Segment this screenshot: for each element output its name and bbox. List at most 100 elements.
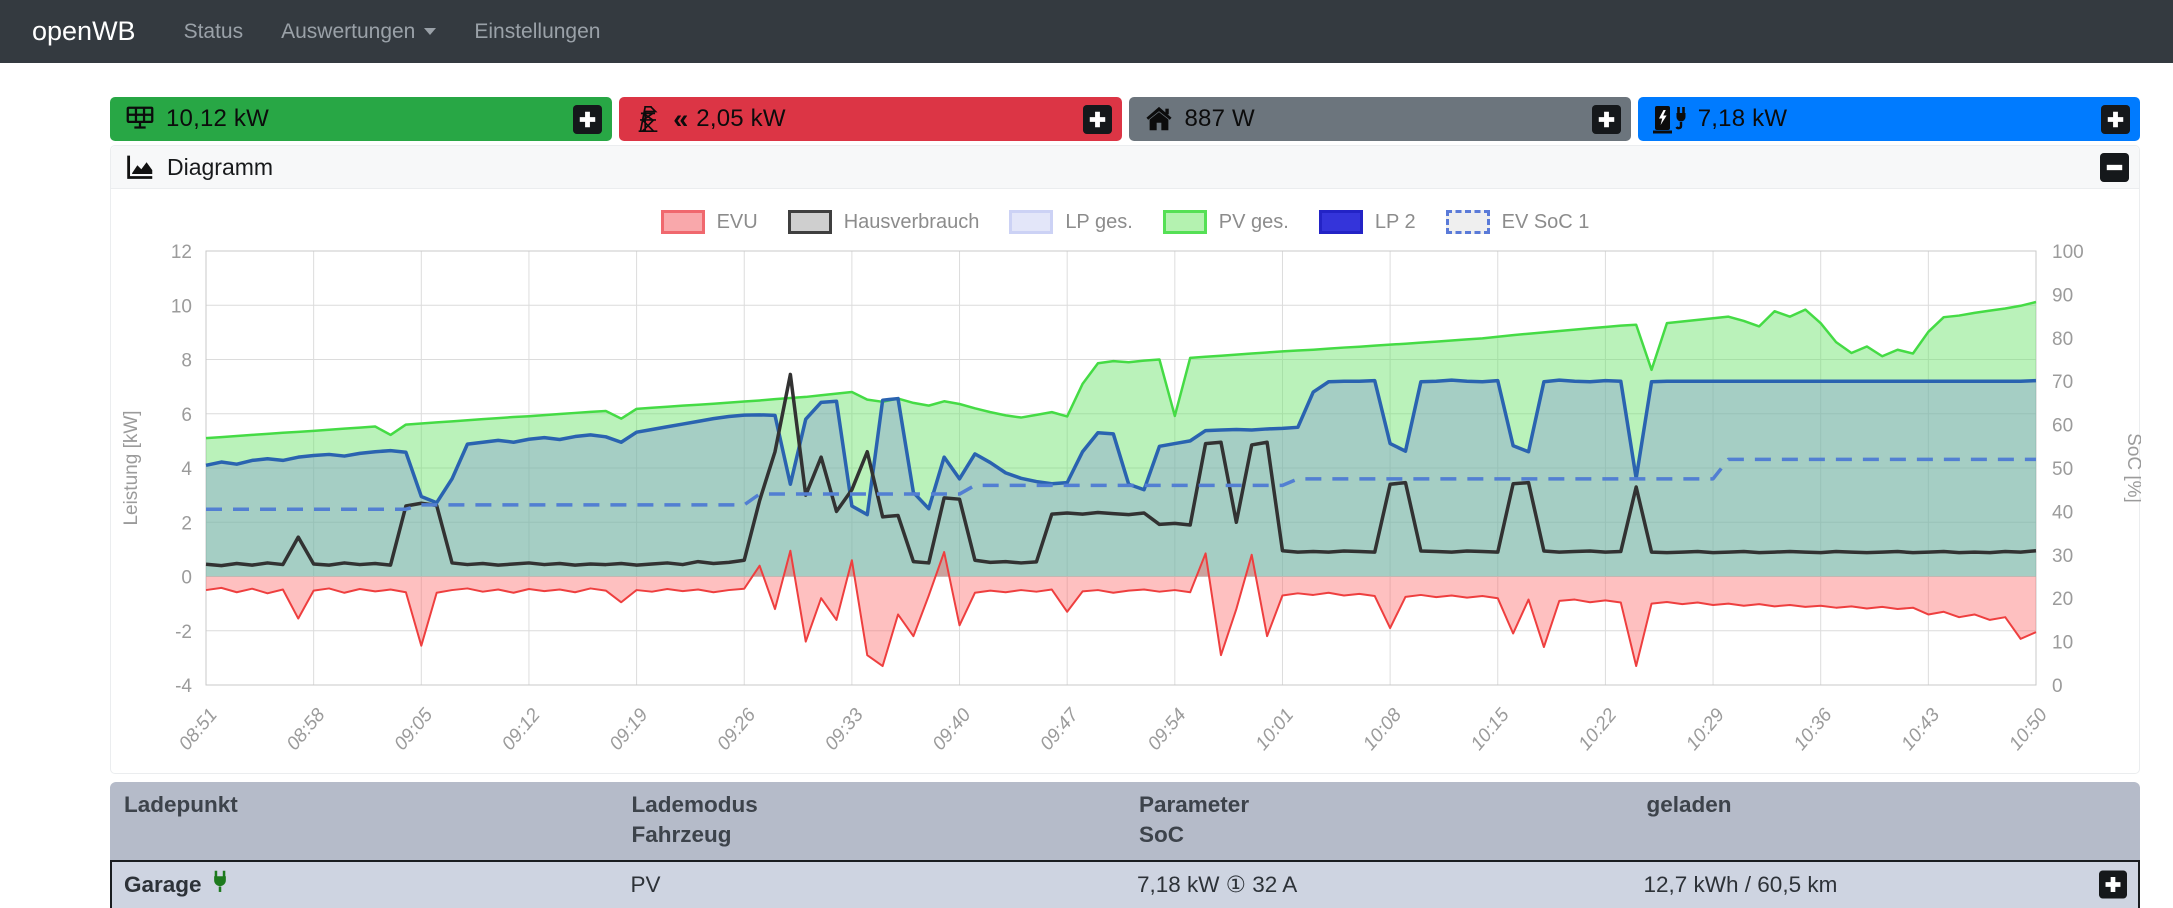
series-fill-pv-ges — [206, 301, 2036, 577]
power-chart-svg: 121086420-2-4100908070605040302010008:51… — [121, 243, 2141, 755]
x-axis-tick-label: 08:51 — [175, 705, 222, 755]
chargepoint-geladen: 12,7 kWh / 60,5 km — [1643, 872, 1838, 897]
x-axis-tick-label: 09:19 — [606, 704, 653, 754]
legend-item-lp-2[interactable]: LP 2 — [1318, 210, 1416, 234]
plus-square-icon — [2099, 870, 2127, 899]
y-axis-right-tick-label: 70 — [2052, 372, 2073, 393]
diagram-card: Diagramm EVU Hausverbrauch LP ges. PV ges. L… — [110, 145, 2141, 774]
header-fahrzeug: Fahrzeug — [631, 822, 732, 847]
header-soc: SoC — [1139, 822, 1184, 847]
plot-border — [205, 250, 2037, 686]
x-axis-tick-label: 10:36 — [1790, 704, 1837, 754]
evu-power-badge: « 2,05 kW — [619, 97, 1122, 141]
header-ladepunkt: Ladepunkt — [124, 792, 238, 817]
pv-expand-button[interactable] — [573, 104, 603, 134]
y-axis-right-title: SoC [%] — [2123, 433, 2141, 503]
legend-label: LP 2 — [1374, 210, 1416, 233]
y-axis-left-tick-label: 2 — [181, 513, 192, 534]
house-power-badge: 887 W — [1128, 97, 1631, 141]
y-axis-right-tick-label: 60 — [2052, 416, 2073, 437]
plug-icon — [210, 869, 230, 902]
brand-openwb[interactable]: openWB — [32, 16, 136, 46]
series-line-ev-soc-1 — [206, 457, 2036, 511]
x-axis-tick-label: 09:33 — [821, 704, 868, 754]
power-badges-row: 10,12 kW « 2,05 kW 887 W — [110, 97, 2140, 141]
chargepoint-name: Garage — [124, 872, 202, 897]
legend-label: Hausverbrauch — [843, 210, 980, 233]
legend-item-hausverbrauch[interactable]: Hausverbrauch — [787, 210, 980, 234]
pv-power-value: 10,12 kW — [166, 105, 269, 132]
y-axis-left-tick-label: 4 — [181, 459, 192, 480]
transmission-tower-icon — [633, 103, 663, 135]
chargepoint-row-expand-button[interactable] — [2099, 870, 2128, 900]
legend-label: PV ges. — [1218, 210, 1289, 233]
x-axis-tick-label: 10:50 — [2005, 704, 2052, 754]
y-axis-right-tick-label: 0 — [2052, 676, 2063, 697]
header-geladen: geladen — [1646, 792, 1732, 817]
header-empty — [110, 820, 618, 850]
y-axis-right-tick-label: 80 — [2052, 329, 2073, 350]
house-expand-button[interactable] — [1591, 104, 1621, 134]
legend-swatch — [787, 210, 832, 234]
x-axis-tick-label: 09:05 — [390, 704, 437, 754]
y-axis-right-tick-label: 90 — [2052, 285, 2073, 306]
y-axis-left-tick-label: 10 — [171, 296, 192, 317]
chevron-down-icon — [424, 28, 437, 35]
x-axis-tick-label: 10:22 — [1575, 704, 1622, 754]
y-axis-left-tick-label: 12 — [171, 243, 192, 263]
nav-item-auswertungen-label: Auswertungen — [281, 19, 416, 43]
x-axis-tick-label: 09:47 — [1036, 704, 1084, 755]
legend-item-lp-ges-[interactable]: LP ges. — [1009, 210, 1133, 234]
y-axis-left-tick-label: 6 — [181, 405, 192, 426]
legend-swatch — [1009, 210, 1054, 234]
nav-item-status-label: Status — [183, 19, 244, 43]
nav-item-einstellungen[interactable]: Einstellungen — [474, 20, 600, 44]
minus-square-icon — [2100, 152, 2129, 182]
diagram-title: Diagramm — [167, 153, 274, 180]
header-parameter: Parameter — [1139, 792, 1250, 817]
chargepoint-table: Ladepunkt Lademodus Parameter geladen Fa… — [110, 782, 2140, 908]
x-axis-tick-label: 10:08 — [1359, 704, 1406, 754]
x-axis-tick-label: 10:01 — [1252, 705, 1299, 755]
x-axis-tick-label: 10:29 — [1682, 704, 1729, 754]
x-axis-tick-label: 09:12 — [498, 704, 545, 754]
nav-links: Status Auswertungen Einstellungen — [184, 20, 601, 44]
legend-label: EV SoC 1 — [1501, 210, 1590, 233]
legend-label: LP ges. — [1065, 210, 1133, 233]
chargepoint-mode: PV — [630, 872, 661, 897]
y-axis-left-tick-label: -4 — [175, 676, 192, 697]
plus-square-icon — [573, 104, 603, 134]
diagram-card-header[interactable]: Diagramm — [111, 146, 2139, 189]
y-axis-left-tick-label: -2 — [175, 622, 192, 643]
legend-item-ev-soc-1[interactable]: EV SoC 1 — [1445, 210, 1590, 234]
chart-area-icon — [125, 153, 155, 181]
nav-item-auswertungen[interactable]: Auswertungen — [281, 19, 437, 44]
evu-expand-button[interactable] — [1082, 104, 1112, 134]
x-axis-tick-label: 09:40 — [929, 704, 976, 754]
pv-power-badge: 10,12 kW — [110, 97, 613, 141]
nav-item-status[interactable]: Status — [184, 20, 244, 44]
chargepoint-table-header: Ladepunkt Lademodus Parameter geladen Fa… — [110, 782, 2140, 860]
legend-item-evu[interactable]: EVU — [660, 210, 758, 234]
solar-panel-icon — [124, 103, 156, 135]
y-axis-right-tick-label: 30 — [2052, 546, 2073, 567]
charging-station-icon — [1652, 103, 1688, 135]
series-fill-evu — [206, 550, 2036, 667]
series-line-hausverbrauch — [205, 372, 2037, 568]
diagram-collapse-button[interactable] — [2100, 152, 2129, 182]
y-axis-right-tick-label: 50 — [2052, 459, 2073, 480]
navbar: openWB Status Auswertungen Einstellungen — [0, 0, 2173, 63]
main-content: 10,12 kW « 2,05 kW 887 W — [110, 97, 2141, 908]
chargepoint-expand-button[interactable] — [2101, 104, 2130, 134]
y-axis-right-tick-label: 10 — [2052, 633, 2073, 654]
legend-label: EVU — [716, 210, 758, 233]
legend-item-pv-ges-[interactable]: PV ges. — [1162, 210, 1289, 234]
header-lademodus: Lademodus — [631, 792, 758, 817]
chargepoint-power-badge: 7,18 kW — [1637, 97, 2140, 141]
house-icon — [1143, 104, 1175, 134]
chevrons-left-icon: « — [673, 103, 689, 134]
y-axis-left-tick-label: 8 — [181, 351, 192, 372]
y-axis-right-tick-label: 40 — [2052, 502, 2073, 523]
nav-item-einstellungen-label: Einstellungen — [474, 19, 601, 43]
legend-swatch — [660, 210, 705, 234]
